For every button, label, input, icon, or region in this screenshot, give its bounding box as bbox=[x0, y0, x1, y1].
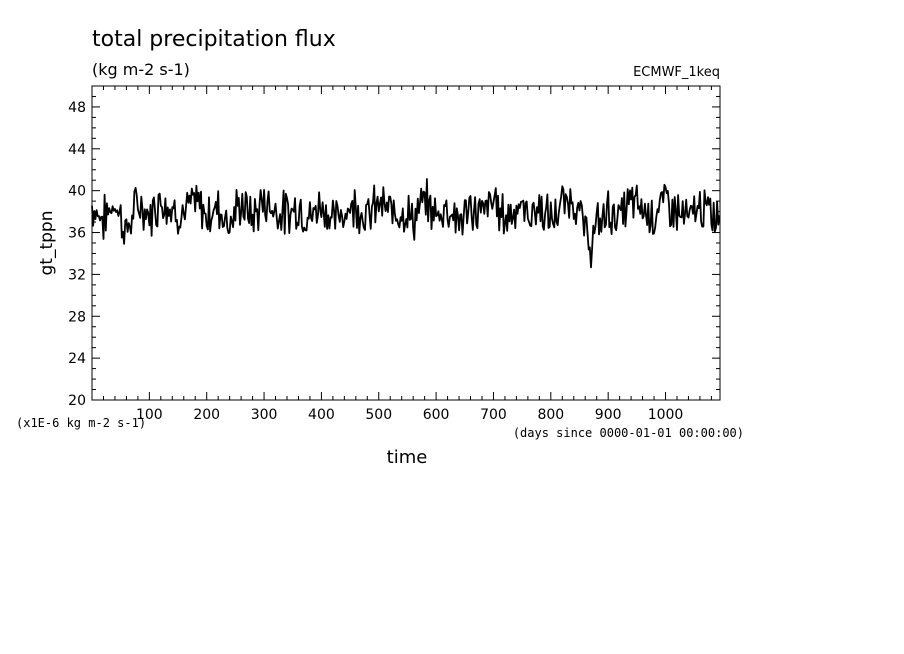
x-tick-label: 600 bbox=[423, 407, 450, 423]
y-axis-ticks: 20 24 28 32 36 40 44 48 bbox=[68, 85, 720, 409]
x-unit-note: (days since 0000-01-01 00:00:00) bbox=[513, 426, 744, 440]
chart-subtitle: (kg m-2 s-1) bbox=[92, 60, 190, 79]
x-tick-label: 1000 bbox=[648, 407, 684, 423]
x-axis-label: time bbox=[387, 447, 428, 468]
y-axis-label: gt_tppn bbox=[37, 211, 57, 276]
x-tick-label: 100 bbox=[136, 407, 163, 423]
y-unit-note: (x1E-6 kg m-2 s-1) bbox=[16, 416, 146, 430]
y-tick-label: 28 bbox=[68, 309, 86, 325]
y-tick-label: 24 bbox=[68, 351, 86, 367]
y-tick-label: 36 bbox=[68, 226, 86, 242]
y-tick-label: 44 bbox=[68, 142, 86, 158]
x-tick-label: 300 bbox=[251, 407, 278, 423]
x-tick-label: 700 bbox=[480, 407, 507, 423]
series-line-0 bbox=[91, 178, 721, 269]
y-tick-label: 20 bbox=[68, 393, 86, 409]
series-layer bbox=[91, 178, 721, 269]
x-tick-label: 400 bbox=[308, 407, 335, 423]
x-tick-label: 500 bbox=[365, 407, 392, 423]
y-tick-label: 32 bbox=[68, 267, 86, 283]
plot-frame bbox=[91, 85, 721, 401]
x-tick-label: 800 bbox=[537, 407, 564, 423]
x-axis-ticks: 100 200 300 400 500 600 700 800 900 1000 bbox=[102, 86, 712, 423]
x-tick-label: 900 bbox=[595, 407, 622, 423]
y-tick-label: 48 bbox=[68, 100, 86, 116]
chart-title: total precipitation flux bbox=[92, 27, 336, 52]
y-tick-label: 40 bbox=[68, 184, 86, 200]
x-tick-label: 200 bbox=[193, 407, 220, 423]
source-label: ECMWF_1keq bbox=[633, 65, 720, 80]
